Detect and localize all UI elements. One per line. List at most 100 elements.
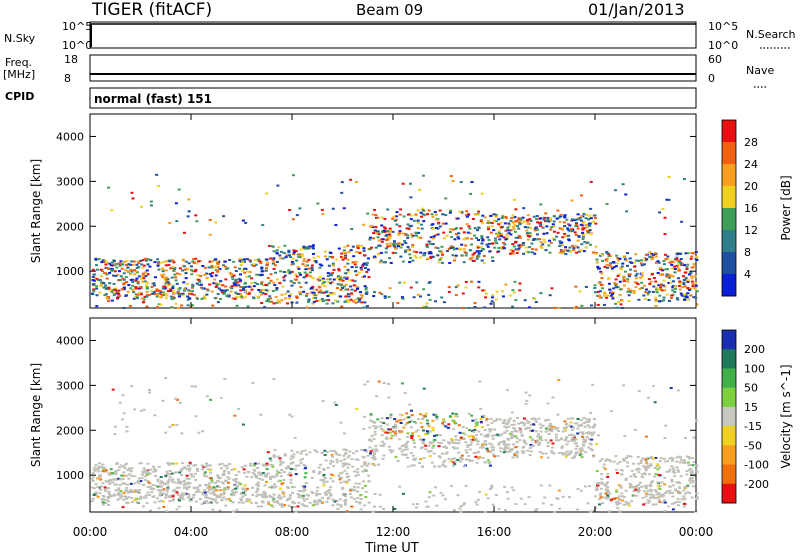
scatter-cell: [181, 467, 185, 470]
scatter-cell: [141, 266, 145, 269]
scatter-cell: [661, 501, 665, 504]
scatter-cell: [166, 461, 170, 464]
scatter-cell: [243, 258, 247, 261]
scatter-cell: [300, 450, 304, 453]
scatter-cell: [261, 463, 265, 466]
scatter-cell: [147, 389, 151, 392]
scatter-cell: [271, 505, 275, 508]
scatter-cell: [223, 265, 227, 268]
scatter-cell: [215, 496, 219, 499]
radar-title: TIGER (fitACF): [91, 0, 212, 20]
scatter-cell: [391, 230, 395, 233]
scatter-cell: [284, 454, 288, 457]
scatter-cell: [684, 492, 688, 495]
scatter-cell: [156, 480, 160, 483]
scatter-cell: [509, 233, 513, 236]
scatter-cell: [243, 289, 247, 292]
scatter-cell: [436, 233, 440, 236]
scatter-cell: [558, 240, 562, 243]
scatter-cell: [511, 214, 515, 217]
scatter-cell: [434, 227, 438, 230]
scatter-cell: [640, 473, 644, 476]
scatter-cell: [281, 257, 285, 260]
scatter-cell: [668, 276, 672, 279]
scatter-cell: [589, 243, 593, 246]
scatter-cell: [574, 451, 578, 454]
scatter-cell: [661, 289, 665, 292]
scatter-cell: [373, 208, 377, 211]
scatter-cell: [658, 211, 662, 214]
scatter-cell: [431, 429, 435, 432]
scatter-cell: [507, 419, 511, 422]
scatter-cell: [95, 268, 99, 271]
scatter-cell: [110, 269, 114, 272]
scatter-cell: [275, 249, 279, 252]
scatter-cell: [332, 268, 336, 271]
scatter-cell: [571, 457, 575, 460]
scatter-cell: [388, 287, 392, 290]
scatter-cell: [177, 480, 181, 483]
scatter-cell: [177, 188, 181, 191]
scatter-cell: [690, 280, 694, 283]
scatter-cell: [632, 265, 636, 268]
scatter-cell: [656, 496, 660, 499]
scatter-cell: [185, 282, 189, 285]
scatter-cell: [129, 273, 133, 276]
scatter-cell: [451, 464, 455, 467]
scatter-cell: [513, 216, 517, 219]
scatter-cell: [160, 480, 164, 483]
scatter-cell: [604, 484, 608, 487]
scatter-cell: [91, 497, 95, 500]
scatter-cell: [230, 285, 234, 288]
scatter-cell: [110, 261, 114, 264]
scatter-cell: [482, 289, 486, 292]
scatter-cell: [414, 234, 418, 237]
scatter-cell: [563, 216, 567, 219]
scatter-cell: [575, 218, 579, 221]
scatter-cell: [680, 294, 684, 297]
scatter-cell: [154, 469, 158, 472]
scatter-cell: [166, 487, 170, 490]
scatter-cell: [522, 445, 526, 448]
scatter-cell: [311, 277, 315, 280]
scatter-cell: [607, 277, 611, 280]
scatter-cell: [365, 292, 369, 295]
y-axis-label: Slant Range [km]: [29, 159, 43, 263]
scatter-cell: [139, 293, 143, 296]
scatter-cell: [311, 504, 315, 507]
scatter-cell: [487, 242, 491, 245]
scatter-cell: [622, 459, 626, 462]
scatter-cell: [125, 486, 129, 489]
scatter-cell: [366, 212, 370, 215]
scatter-cell: [615, 471, 619, 474]
scatter-cell: [118, 262, 122, 265]
scatter-cell: [214, 286, 218, 289]
scatter-cell: [524, 391, 528, 394]
scatter-cell: [362, 427, 366, 430]
scatter-cell: [352, 255, 356, 258]
scatter-cell: [94, 258, 98, 261]
scatter-cell: [393, 418, 397, 421]
scatter-cell: [581, 433, 585, 436]
scatter-cell: [566, 440, 570, 443]
scatter-cell: [594, 245, 598, 248]
scatter-cell: [92, 487, 96, 490]
scatter-cell: [637, 489, 641, 492]
scatter-cell: [394, 247, 398, 250]
scatter-cell: [95, 287, 99, 290]
scatter-cell: [298, 207, 302, 210]
scatter-cell: [176, 306, 180, 309]
scatter-cell: [402, 215, 406, 218]
scatter-cell: [471, 419, 475, 422]
scatter-cell: [404, 250, 408, 253]
scatter-cell: [380, 427, 384, 430]
scatter-cell: [451, 179, 455, 182]
scatter-cell: [296, 266, 300, 269]
scatter-cell: [317, 498, 321, 501]
scatter-cell: [450, 440, 454, 443]
scatter-cell: [241, 269, 245, 272]
scatter-cell: [695, 419, 699, 422]
scatter-cell: [254, 475, 258, 478]
scatter-cell: [355, 274, 359, 277]
scatter-cell: [161, 489, 165, 492]
